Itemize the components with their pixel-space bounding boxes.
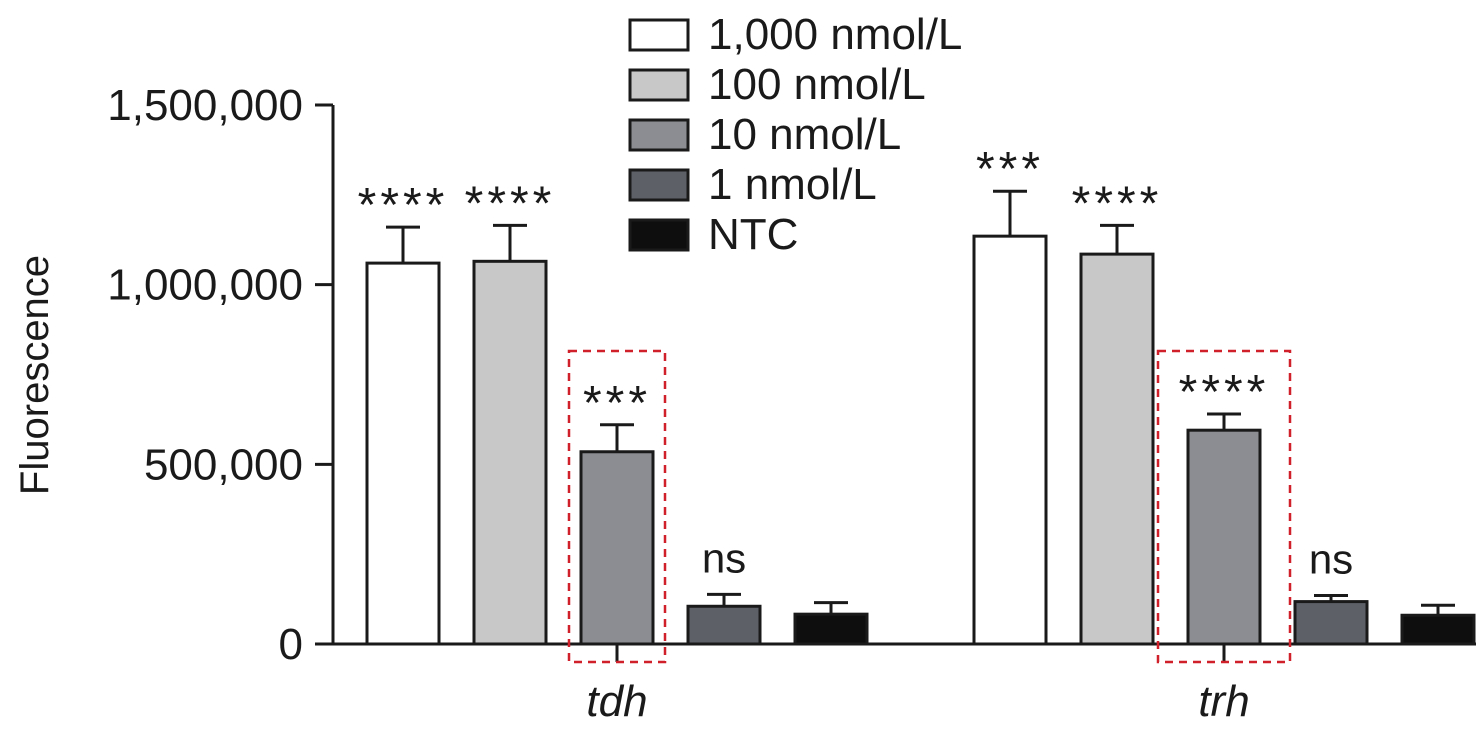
y-axis-label: Fluorescence — [13, 255, 57, 495]
y-tick-label: 0 — [279, 620, 303, 669]
bar — [972, 234, 1048, 646]
significance-label: **** — [1072, 177, 1163, 230]
x-category-label: trh — [1198, 677, 1249, 726]
bar — [1186, 428, 1262, 646]
bar — [365, 261, 441, 646]
highlight-box — [1156, 349, 1292, 664]
legend-label: NTC — [708, 210, 798, 259]
bar — [1079, 252, 1155, 646]
highlight-box — [567, 349, 667, 664]
bar — [472, 259, 548, 646]
significance-label: **** — [358, 179, 449, 232]
legend-label: 10 nmol/L — [708, 110, 901, 159]
bar-series: *********** ******* ****ns ns — [358, 143, 1476, 646]
y-tick-label: 1,500,000 — [107, 81, 303, 130]
y-axis: 0 500,000 1,000,000 1,500,000 — [107, 81, 335, 669]
bar — [686, 604, 762, 646]
legend-swatch — [628, 118, 690, 152]
legend-swatch — [628, 168, 690, 202]
x-axis: tdh trh — [315, 642, 1476, 726]
significance-label: **** — [465, 177, 556, 230]
significance-label: *** — [583, 377, 651, 430]
bar — [1400, 613, 1476, 646]
significance-label: **** — [1179, 366, 1270, 419]
legend-swatch — [628, 68, 690, 102]
x-category-label: tdh — [586, 677, 647, 726]
significance-label: ns — [1309, 535, 1353, 582]
highlight-boxes — [567, 349, 1292, 664]
bar — [793, 612, 869, 646]
legend-label: 1 nmol/L — [708, 160, 877, 209]
legend-label: 1,000 nmol/L — [708, 10, 962, 59]
significance-label: ns — [702, 534, 746, 581]
y-tick-label: 500,000 — [144, 440, 303, 489]
y-tick-label: 1,000,000 — [107, 261, 303, 310]
bar — [579, 450, 655, 646]
legend-swatch — [628, 18, 690, 52]
bar — [1293, 600, 1369, 646]
legend-label: 100 nmol/L — [708, 60, 926, 109]
legend-swatch — [628, 218, 690, 252]
significance-label: *** — [976, 143, 1044, 196]
